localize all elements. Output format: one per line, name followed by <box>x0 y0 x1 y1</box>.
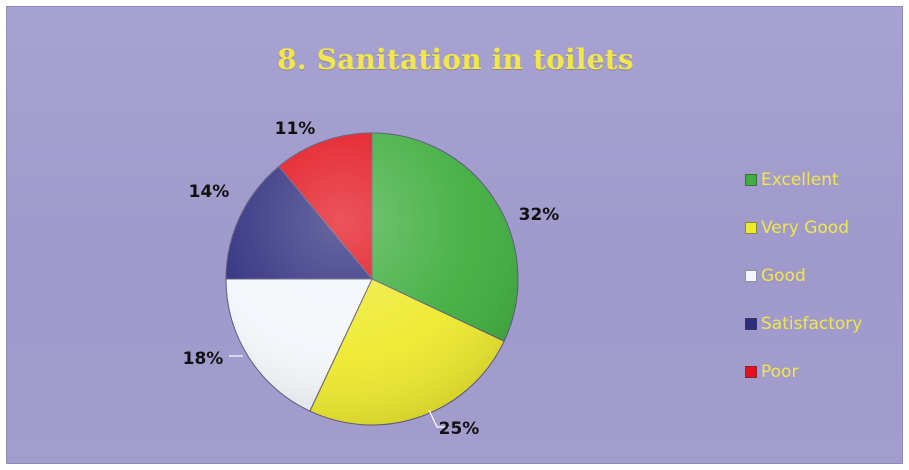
chart-title: 8. Sanitation in toilets <box>277 43 634 76</box>
legend-label: Very Good <box>761 218 849 238</box>
data-label-excellent: 32% <box>519 205 560 225</box>
data-label-satisfactory: 14% <box>189 182 230 202</box>
legend-item-excellent: Excellent <box>745 169 839 191</box>
legend-item-poor: Poor <box>745 361 798 383</box>
legend-swatch <box>745 318 757 330</box>
legend-label: Excellent <box>761 170 839 190</box>
legend-label: Poor <box>761 362 799 382</box>
leader-line-very-good <box>428 409 449 428</box>
legend-swatch <box>745 366 757 378</box>
legend-label: Good <box>761 266 806 286</box>
data-label-good: 18% <box>183 349 224 369</box>
data-label-poor: 11% <box>275 119 316 139</box>
legend-item-very-good: Very Good <box>745 217 849 239</box>
legend-swatch <box>745 222 757 234</box>
data-labels: 32% 25% 18% 14% 11% <box>183 119 560 439</box>
legend-item-good: Good <box>745 265 806 287</box>
chart-panel: 8. Sanitation in toilets 32% 25% 18% 14% 11%… <box>6 6 903 464</box>
leader-lines <box>229 355 449 428</box>
pie-slices <box>225 132 519 426</box>
legend-swatch <box>745 270 757 282</box>
legend-swatch <box>745 174 757 186</box>
legend-item-satisfactory: Satisfactory <box>745 313 862 335</box>
legend-label: Satisfactory <box>761 314 863 334</box>
data-label-very-good: 25% <box>439 419 480 439</box>
